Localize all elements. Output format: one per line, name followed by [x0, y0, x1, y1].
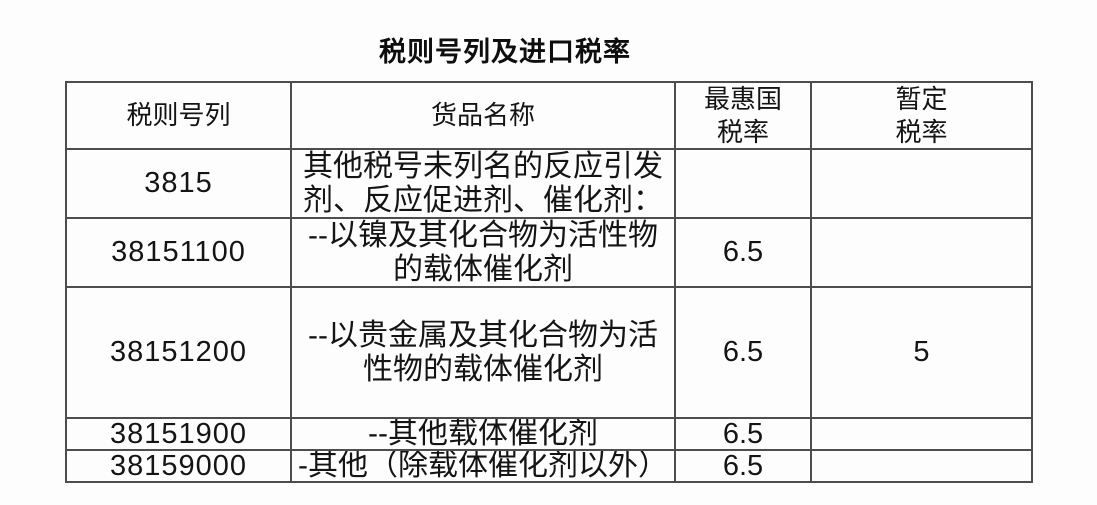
- cell-product-name: -其他（除载体催化剂以外）: [290, 449, 676, 484]
- table-row: 38151200 --以贵金属及其化合物为活性物的载体催化剂 6.5 5: [65, 286, 1033, 420]
- cell-provisional-rate: 5: [810, 286, 1033, 420]
- header-tariff-code: 税则号列: [65, 81, 292, 150]
- cell-provisional-rate: [810, 147, 1033, 220]
- cell-mfn-rate: 6.5: [674, 417, 812, 452]
- header-mfn-rate: 最惠国 税率: [674, 81, 812, 150]
- cell-tariff-code: 38159000: [65, 449, 292, 484]
- cell-product-name: --以镍及其化合物为活性物的载体催化剂: [290, 217, 676, 289]
- cell-tariff-code: 38151100: [65, 217, 292, 289]
- table-row: 38151900 --其他载体催化剂 6.5: [65, 417, 1033, 452]
- cell-product-name: --以贵金属及其化合物为活性物的载体催化剂: [290, 286, 676, 420]
- cell-tariff-code: 38151200: [65, 286, 292, 420]
- table-row: 38159000 -其他（除载体催化剂以外） 6.5: [65, 449, 1033, 484]
- cell-product-name: --其他载体催化剂: [290, 417, 676, 452]
- header-product-name: 货品名称: [290, 81, 676, 150]
- table-row: 3815 其他税号未列名的反应引发剂、反应促进剂、催化剂：: [65, 147, 1033, 220]
- cell-mfn-rate: [674, 147, 812, 220]
- cell-mfn-rate: 6.5: [674, 286, 812, 420]
- cell-tariff-code: 3815: [65, 147, 292, 220]
- header-provisional-rate: 暂定 税率: [810, 81, 1033, 150]
- tariff-table: 税则号列 货品名称 最惠国 税率 暂定 税率 3815 其他税号未列名的反应引发…: [65, 81, 1033, 484]
- cell-provisional-rate: [810, 217, 1033, 289]
- cell-tariff-code: 38151900: [65, 417, 292, 452]
- cell-provisional-rate: [810, 449, 1033, 484]
- cell-product-name: 其他税号未列名的反应引发剂、反应促进剂、催化剂：: [290, 147, 676, 220]
- cell-provisional-rate: [810, 417, 1033, 452]
- page-title: 税则号列及进口税率: [379, 37, 631, 67]
- cell-mfn-rate: 6.5: [674, 217, 812, 289]
- cell-mfn-rate: 6.5: [674, 449, 812, 484]
- table-header-row: 税则号列 货品名称 最惠国 税率 暂定 税率: [65, 81, 1033, 150]
- table-row: 38151100 --以镍及其化合物为活性物的载体催化剂 6.5: [65, 217, 1033, 289]
